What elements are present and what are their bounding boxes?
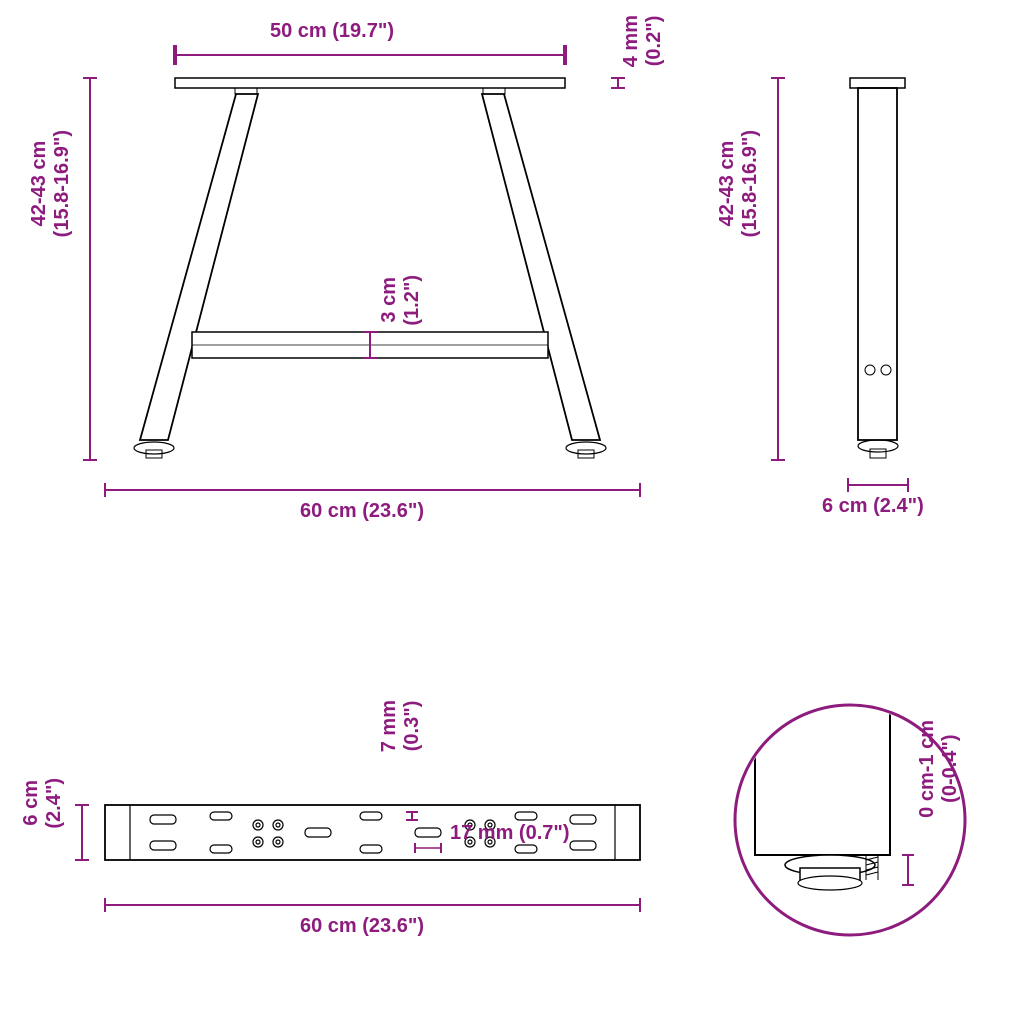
side-dims [771, 78, 908, 492]
lbl-left-height: 42-43 cm (15.8-16.9") [28, 130, 74, 237]
lbl-topview-width: 60 cm (23.6") [300, 915, 424, 938]
lbl-side-depth: 6 cm (2.4") [822, 495, 924, 518]
side-view [850, 78, 905, 458]
lbl-top-width: 50 cm (19.7") [270, 20, 394, 43]
lbl-crossbar: 3 cm (1.2") [378, 275, 424, 326]
lbl-topview-slot-w: 17 mm (0.7") [450, 822, 570, 845]
front-dims [83, 48, 640, 497]
lbl-bottom-width: 60 cm (23.6") [300, 500, 424, 523]
lbl-side-height: 42-43 cm (15.8-16.9") [716, 130, 762, 237]
lbl-foot-adjust: 0 cm-1 cm (0-0.4") [916, 720, 962, 818]
lbl-topview-depth: 6 cm (2.4") [20, 778, 66, 829]
lbl-top-thickness: 4 mm (0.2") [620, 15, 666, 67]
front-view [134, 78, 606, 458]
lbl-topview-slot-h: 7 mm (0.3") [378, 700, 424, 752]
